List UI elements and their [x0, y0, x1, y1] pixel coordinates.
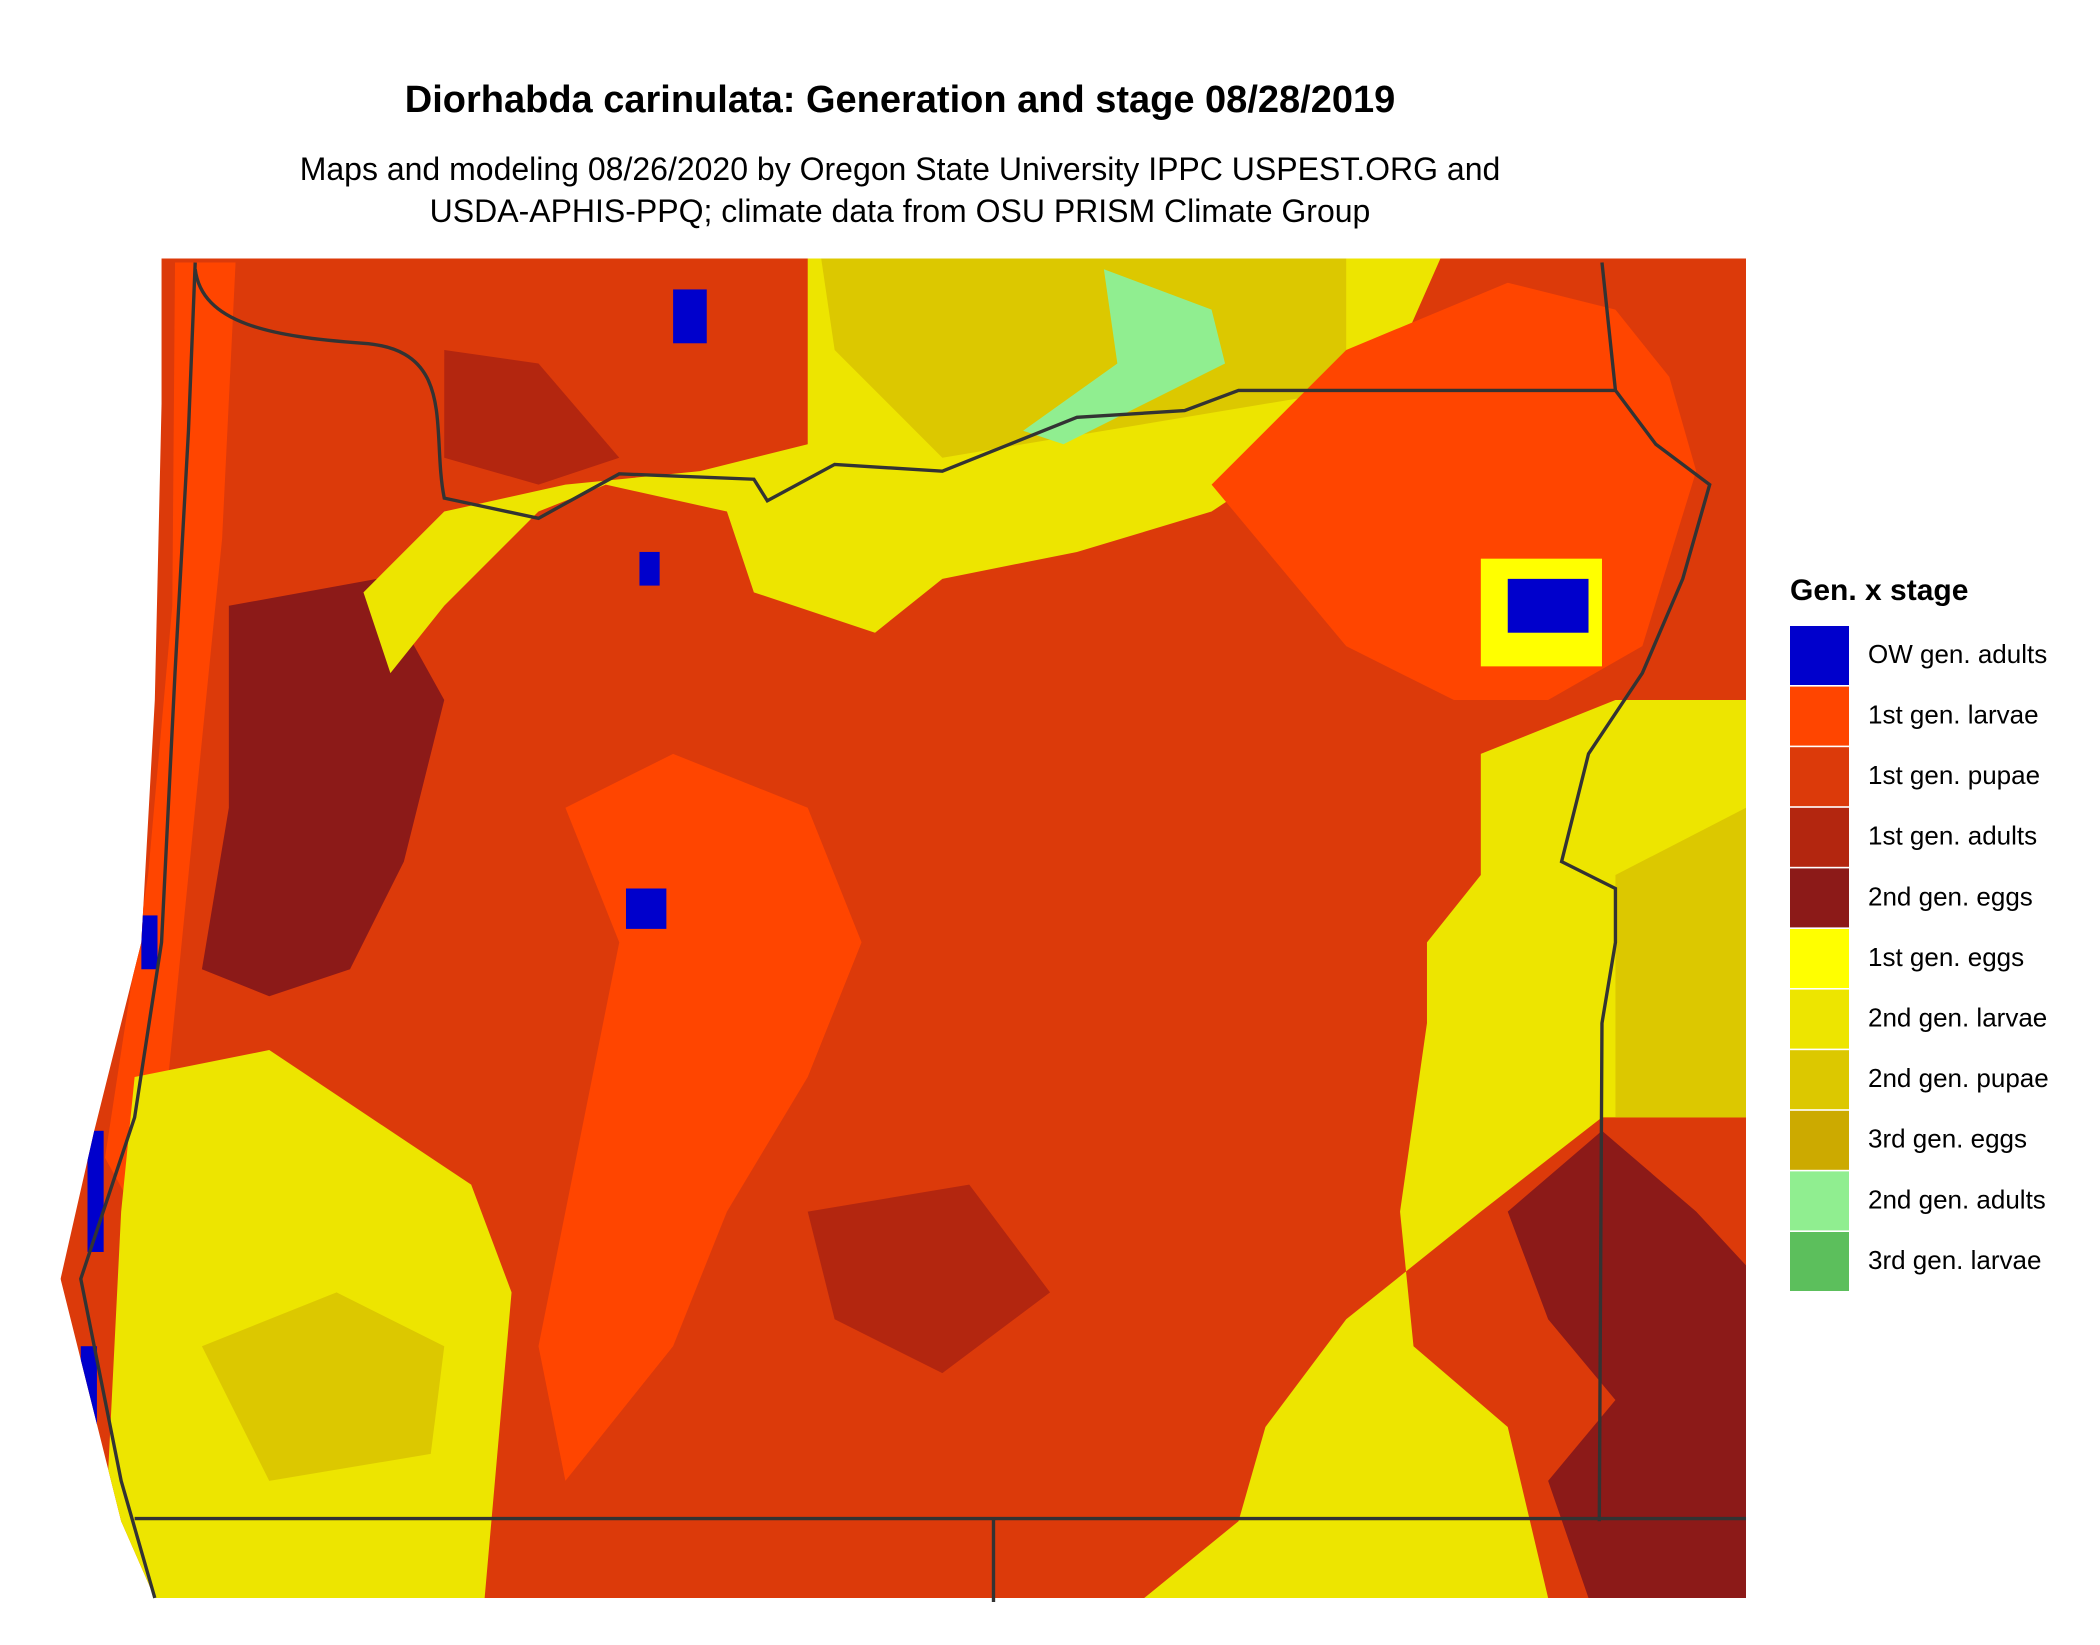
legend-label: 1st gen. larvae: [1868, 699, 2039, 729]
map-region: [1615, 807, 1747, 1118]
legend-swatch: [1790, 1171, 1849, 1231]
subtitle: Maps and modeling 08/26/2020 by Oregon S…: [300, 151, 1501, 187]
legend-label: 2nd gen. adults: [1868, 1184, 2046, 1214]
map-region: [80, 1346, 97, 1454]
borders: [79, 262, 1747, 1602]
map-region: [1507, 578, 1589, 633]
border-line: [193, 269, 1616, 521]
legend-label: 3rd gen. eggs: [1868, 1124, 2027, 1154]
map-region: [141, 915, 158, 970]
map-region: [807, 1184, 1051, 1374]
legend-swatch: [1790, 626, 1849, 685]
legend-label: 2nd gen. pupae: [1868, 1063, 2049, 1093]
map-region: [639, 551, 660, 586]
legend-label: 1st gen. pupae: [1868, 760, 2040, 790]
legend-swatch: [1790, 868, 1849, 928]
legend-label: 1st gen. eggs: [1868, 942, 2024, 972]
legend-label: 3rd gen. larvae: [1868, 1245, 2041, 1275]
map-region: [444, 350, 620, 485]
legend-swatch: [1790, 1050, 1849, 1110]
map-region: [821, 258, 1347, 458]
map-region: [673, 289, 707, 344]
map-region: [538, 753, 862, 1481]
subtitle: USDA-APHIS-PPQ; climate data from OSU PR…: [430, 193, 1371, 229]
border-line: [79, 262, 197, 1599]
map-region: [1023, 269, 1226, 445]
legend-label: 2nd gen. eggs: [1868, 881, 2033, 911]
legend-swatch: [1790, 989, 1849, 1049]
title: Diorhabda carinulata: Generation and sta…: [405, 79, 1395, 121]
legend-label: 1st gen. adults: [1868, 821, 2037, 851]
border-line: [1559, 262, 1712, 1522]
legend-label: 2nd gen. larvae: [1868, 1002, 2047, 1032]
map-region: [201, 578, 445, 997]
legend-swatch: [1790, 747, 1849, 807]
legend-title: Gen. x stage: [1790, 574, 1968, 607]
legend-swatch: [1790, 807, 1849, 867]
map-region: [201, 1292, 445, 1481]
map-region: [625, 888, 667, 929]
map-region: [1144, 700, 1747, 1598]
map-region: [1507, 1130, 1747, 1598]
legend: OW gen. adults 1st gen. larvae 1st gen. pu…: [1790, 626, 2049, 1291]
legend-label: OW gen. adults: [1868, 639, 2047, 669]
map: [60, 258, 1747, 1602]
legend-swatch: [1790, 1232, 1849, 1291]
legend-swatch: [1790, 1110, 1849, 1170]
legend-swatch: [1790, 929, 1849, 988]
legend-swatch: [1790, 686, 1849, 746]
